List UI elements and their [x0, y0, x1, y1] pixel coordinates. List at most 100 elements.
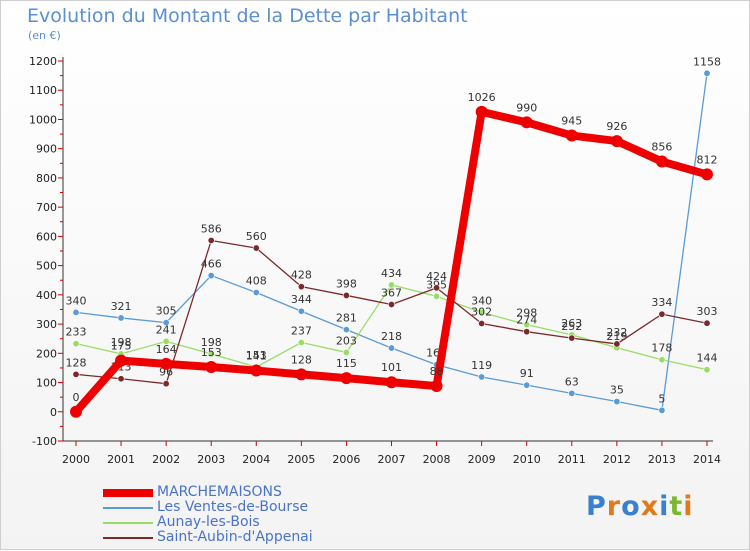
data-point	[565, 129, 578, 142]
x-tick-label: 2007	[378, 453, 406, 466]
data-point	[475, 105, 488, 118]
data-label: 263	[561, 317, 582, 330]
legend-item-ventes: Les Ventes-de-Bourse	[103, 500, 313, 515]
x-tick-label: 2013	[648, 453, 676, 466]
data-point	[342, 348, 350, 356]
data-label: 990	[516, 101, 537, 114]
data-point	[478, 308, 486, 316]
data-point	[478, 373, 486, 381]
data-label: 1026	[468, 91, 496, 104]
data-point	[117, 314, 125, 322]
chart-title: Evolution du Montant de la Dette par Hab…	[27, 5, 468, 27]
data-label: 198	[201, 336, 222, 349]
data-point	[207, 272, 215, 280]
data-label: 344	[291, 293, 312, 306]
data-label: 302	[471, 305, 492, 318]
data-label: 428	[291, 269, 312, 282]
x-tick-label: 2011	[558, 453, 586, 466]
y-tick-label: 800	[36, 172, 57, 185]
data-point	[658, 356, 666, 364]
data-point	[72, 370, 80, 378]
data-label: 241	[156, 323, 177, 336]
data-point	[478, 319, 486, 327]
data-label: 398	[336, 277, 357, 290]
data-point	[387, 281, 395, 289]
data-point	[658, 406, 666, 414]
data-label: 274	[516, 314, 537, 327]
data-point	[252, 244, 260, 252]
data-point	[568, 389, 576, 397]
data-point	[568, 334, 576, 342]
data-label: 560	[246, 230, 267, 243]
data-label: 164	[156, 343, 177, 356]
x-tick-label: 2012	[603, 453, 631, 466]
x-tick-label: 2005	[287, 453, 315, 466]
x-tick-label: 2004	[242, 453, 270, 466]
data-label: 408	[246, 275, 267, 288]
data-label: 945	[561, 115, 582, 128]
legend: MARCHEMAISONS Les Ventes-de-Bourse Aunay…	[103, 485, 313, 545]
data-label: 119	[471, 359, 492, 372]
legend-label: MARCHEMAISONS	[157, 484, 282, 500]
y-tick-label: 400	[36, 289, 57, 302]
data-point	[115, 354, 128, 367]
data-label: 218	[381, 330, 402, 343]
data-point	[430, 380, 443, 393]
data-label: 91	[520, 367, 534, 380]
legend-swatch-aunay	[103, 521, 153, 524]
y-tick-label: 1100	[29, 84, 57, 97]
data-label: 96	[159, 366, 173, 379]
legend-label: Les Ventes-de-Bourse	[157, 499, 309, 515]
x-tick-label: 2008	[423, 453, 451, 466]
data-label: 237	[291, 324, 312, 337]
x-tick-label: 2002	[152, 453, 180, 466]
y-tick-label: 1000	[29, 113, 57, 126]
data-label: 434	[381, 267, 402, 280]
data-label: 424	[426, 270, 447, 283]
legend-item-saint-aubin: Saint-Aubin-d'Appenai	[103, 530, 313, 545]
data-label: 303	[697, 305, 718, 318]
data-point	[252, 289, 260, 297]
legend-label: Aunay-les-Bois	[157, 514, 260, 530]
proxiti-logo: Proxiti	[586, 491, 694, 522]
data-label: 175	[111, 340, 132, 353]
data-point	[162, 319, 170, 327]
data-label: 115	[336, 357, 357, 370]
unit-label: (en €)	[28, 29, 61, 42]
data-label: 178	[651, 342, 672, 355]
x-tick-label: 2006	[332, 453, 360, 466]
x-tick-label: 2001	[107, 453, 135, 466]
data-label: 281	[336, 312, 357, 325]
data-point	[701, 168, 713, 181]
data-label: 252	[561, 320, 582, 333]
y-tick-label: 0	[50, 406, 57, 419]
data-point	[520, 116, 533, 129]
data-point	[655, 155, 668, 168]
data-point	[433, 292, 441, 300]
data-label: 305	[156, 305, 177, 318]
data-point	[70, 405, 82, 418]
data-point	[297, 338, 305, 346]
data-label: 5	[658, 392, 665, 405]
data-label: 0	[73, 391, 80, 404]
data-point	[295, 368, 308, 381]
y-tick-label: -100	[32, 435, 57, 448]
data-point	[658, 310, 666, 318]
data-point	[387, 344, 395, 352]
data-point	[523, 328, 531, 336]
data-label: 812	[697, 153, 718, 166]
data-label: 926	[606, 120, 627, 133]
data-point	[207, 236, 215, 244]
legend-swatch-ventes	[103, 506, 153, 509]
data-label: 144	[697, 352, 718, 365]
x-tick-label: 2009	[468, 453, 496, 466]
data-label: 101	[381, 361, 402, 374]
data-label: 203	[336, 334, 357, 347]
data-label: 128	[291, 353, 312, 366]
legend-item-aunay: Aunay-les-Bois	[103, 515, 313, 530]
data-point	[703, 319, 711, 327]
data-label: 88	[430, 365, 444, 378]
data-point	[117, 375, 125, 383]
x-tick-label: 2010	[513, 453, 541, 466]
